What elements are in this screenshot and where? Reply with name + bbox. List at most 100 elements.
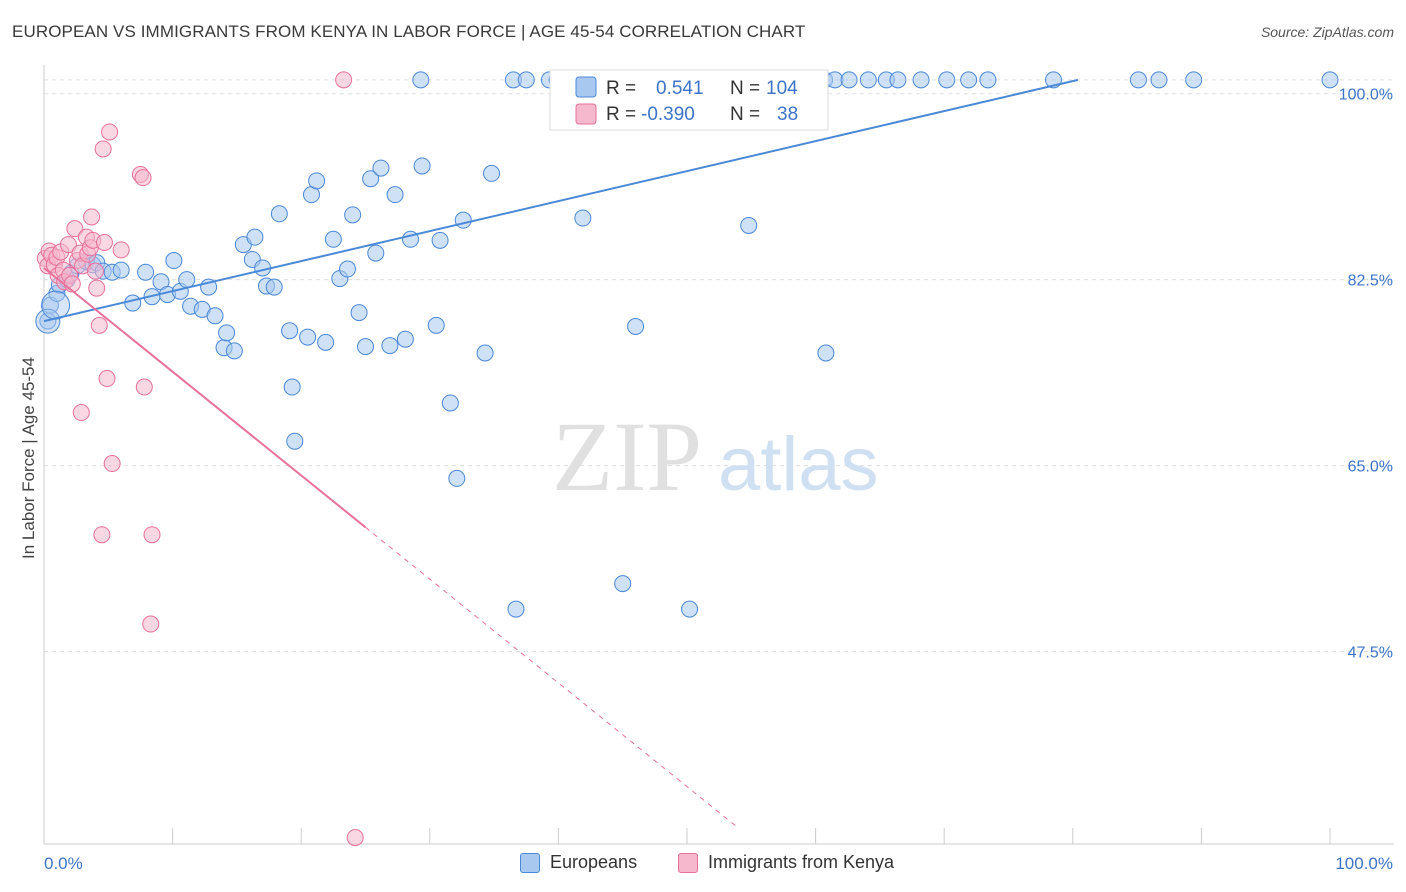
europeans-point [344, 206, 362, 224]
europeans-swatch [520, 852, 540, 873]
kenya-point [66, 220, 84, 238]
europeans-point [483, 164, 501, 182]
kenya-point [95, 233, 113, 251]
watermark-zip: ZIP [552, 401, 702, 512]
kenya-point [88, 279, 106, 297]
kenya-trend-extension [365, 526, 739, 829]
kenya-point [86, 262, 104, 280]
europeans-point [270, 205, 288, 223]
europeans-point [357, 338, 374, 356]
y-tick-labels: 47.5% 65.0% 82.5% 100.0% [1339, 87, 1393, 662]
europeans-point [1321, 71, 1339, 89]
europeans-point [124, 294, 142, 312]
europeans-point [299, 328, 317, 346]
europeans-point [413, 157, 431, 175]
legend-n-value-2: 38 [777, 104, 798, 125]
chart-title: EUROPEAN VS IMMIGRANTS FROM KENYA IN LAB… [12, 22, 806, 41]
kenya-point [72, 404, 90, 422]
kenya-point [93, 526, 111, 544]
europeans-point [137, 263, 155, 281]
europeans-point [367, 244, 385, 262]
kenya-point [98, 370, 116, 388]
europeans-point [1150, 71, 1168, 89]
europeans-point [41, 290, 71, 320]
legend-item-europeans[interactable]: Europeans [520, 852, 637, 873]
bottom-legend: Europeans Immigrants from Kenya [0, 852, 1406, 880]
europeans-point [372, 159, 390, 177]
kenya-point [143, 526, 161, 544]
kenya-trend-line [43, 267, 367, 529]
europeans-point [112, 261, 130, 279]
x-tick-label-1: 100.0% [1335, 854, 1393, 873]
europeans-point [889, 71, 907, 89]
y-tick-label-2: 82.5% [1348, 273, 1393, 290]
europeans-point [441, 394, 459, 412]
europeans-point [381, 337, 399, 355]
europeans-point [338, 260, 356, 278]
kenya-swatch [678, 852, 698, 873]
legend-item-kenya[interactable]: Immigrants from Kenya [678, 852, 894, 873]
europeans-point [281, 322, 299, 340]
legend-swatch-kenya [575, 103, 597, 125]
europeans-point [427, 316, 445, 334]
europeans-trend-line [43, 78, 1079, 323]
y-tick-label-0: 47.5% [1348, 645, 1393, 662]
europeans-point [286, 432, 304, 450]
europeans-point [476, 344, 494, 362]
europeans-point [246, 228, 264, 246]
europeans-point [1185, 71, 1203, 89]
legend-n-label-1: N = [730, 78, 760, 99]
kenya-point [135, 378, 153, 396]
kenya-point [335, 71, 353, 89]
y-axis-label: In Labor Force | Age 45-54 [19, 357, 38, 559]
grid-lines [44, 79, 1394, 653]
x-tick-label-0: 0.0% [44, 854, 83, 873]
europeans-point [431, 231, 449, 249]
legend-n-value-1: 104 [766, 78, 798, 99]
legend-r-value-2: -0.390 [641, 104, 695, 125]
europeans-points [35, 71, 1339, 618]
europeans-point [454, 211, 472, 229]
europeans-point [681, 600, 699, 618]
europeans-point [740, 216, 758, 234]
kenya-point [134, 169, 152, 187]
europeans-point [218, 324, 236, 342]
kenya-label: Immigrants from Kenya [708, 852, 895, 872]
watermark-atlas: atlas [718, 422, 879, 507]
europeans-point [165, 252, 183, 270]
y-tick-label-1: 65.0% [1348, 459, 1393, 476]
europeans-point [979, 71, 997, 89]
europeans-point [938, 71, 956, 89]
y-tick-label-3: 100.0% [1339, 87, 1393, 104]
legend-n-label-2: N = [730, 104, 760, 125]
europeans-point [178, 271, 196, 289]
x-tick-labels: 0.0% 100.0% [44, 854, 1393, 873]
kenya-point [59, 236, 77, 254]
europeans-point [283, 378, 301, 396]
europeans-point [1129, 71, 1147, 89]
europeans-point [265, 278, 283, 296]
europeans-point [324, 230, 342, 248]
europeans-point [350, 304, 368, 322]
trend-lines [43, 78, 1079, 829]
europeans-point [840, 71, 858, 89]
europeans-point [412, 71, 430, 89]
kenya-point [346, 829, 364, 847]
kenya-point [101, 123, 119, 141]
kenya-point [94, 140, 112, 158]
europeans-point [826, 71, 844, 89]
europeans-point [627, 317, 645, 335]
stats-legend: R = 0.541 N = 104 R = -0.390 N = 38 [549, 69, 829, 131]
europeans-point [396, 330, 414, 348]
europeans-point [912, 71, 930, 89]
europeans-point [206, 307, 224, 325]
watermark: ZIP atlas [552, 401, 879, 512]
legend-r-label-1: R = [606, 78, 636, 99]
europeans-label: Europeans [550, 852, 638, 872]
source-label: Source: ZipAtlas.com [1260, 24, 1394, 40]
europeans-point [614, 575, 632, 593]
kenya-point [83, 208, 101, 226]
legend-r-label-2: R = [606, 104, 636, 125]
europeans-point [308, 172, 326, 190]
